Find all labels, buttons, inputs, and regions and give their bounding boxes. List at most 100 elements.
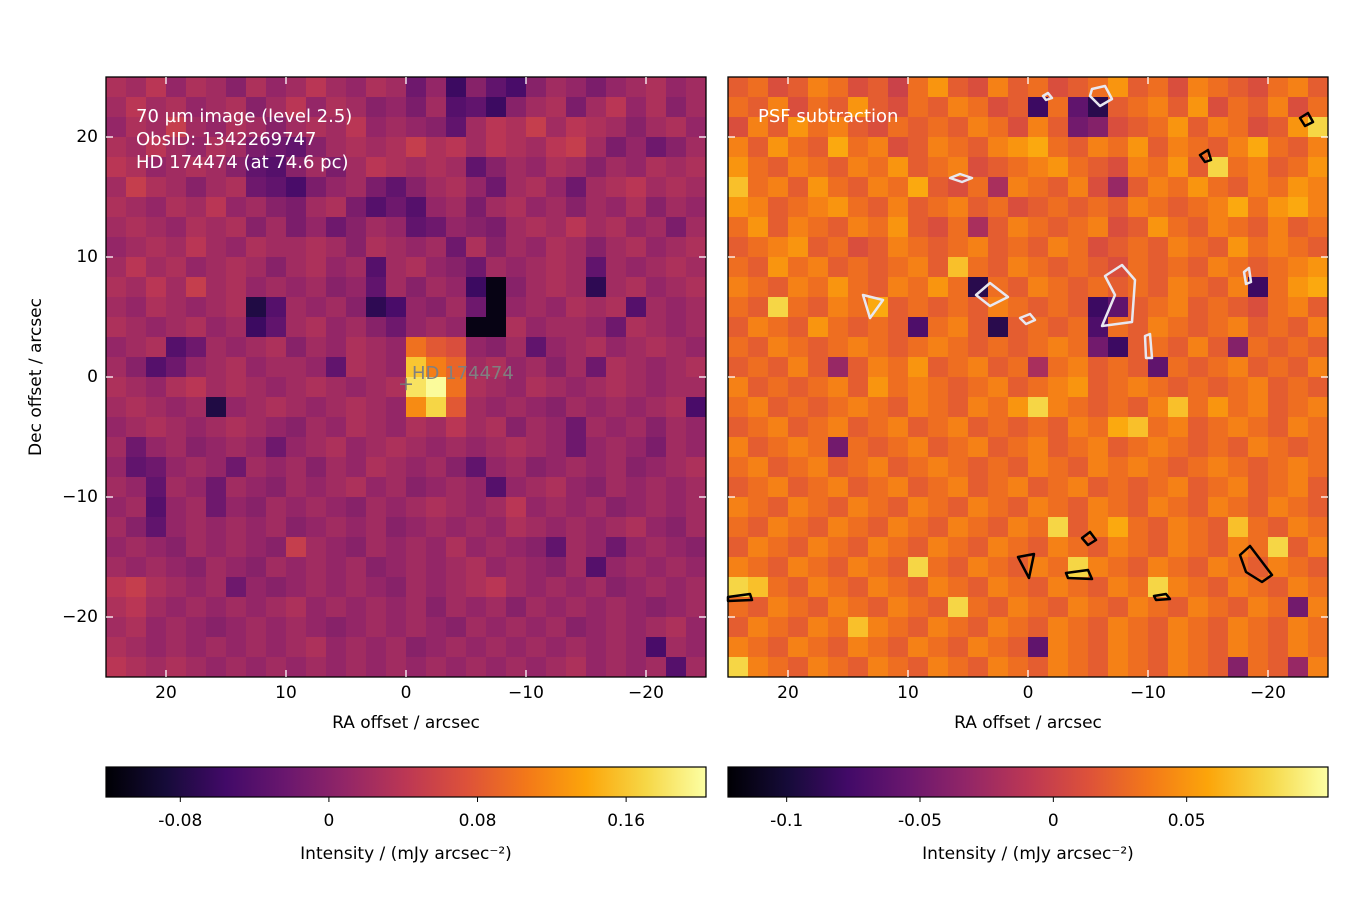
heatmap-cell: [728, 277, 749, 298]
heatmap-cell: [686, 537, 707, 558]
heatmap-cell: [888, 297, 909, 318]
heatmap-cell: [326, 537, 347, 558]
heatmap-cell: [808, 197, 829, 218]
heatmap-cell: [526, 177, 547, 198]
heatmap-cell: [1128, 397, 1149, 418]
heatmap-cell: [1068, 77, 1089, 98]
heatmap-cell: [1248, 617, 1269, 638]
heatmap-cell: [728, 257, 749, 278]
heatmap-cell: [748, 457, 769, 478]
heatmap-cell: [226, 597, 247, 618]
heatmap-cell: [768, 77, 789, 98]
heatmap-cell: [888, 377, 909, 398]
heatmap-cell: [1268, 597, 1289, 618]
heatmap-cell: [186, 377, 207, 398]
heatmap-cell: [106, 337, 127, 358]
heatmap-cell: [206, 457, 227, 478]
heatmap-cell: [868, 77, 889, 98]
heatmap-cell: [1248, 277, 1269, 298]
heatmap-cell: [486, 257, 507, 278]
heatmap-cell: [426, 517, 447, 538]
heatmap-cell: [606, 437, 627, 458]
heatmap-cell: [1048, 417, 1069, 438]
heatmap-cell: [606, 417, 627, 438]
heatmap-cell: [486, 597, 507, 618]
heatmap-cell: [506, 457, 527, 478]
heatmap-cell: [748, 437, 769, 458]
heatmap-cell: [1308, 217, 1329, 238]
heatmap-cell: [1148, 377, 1169, 398]
heatmap-cell: [326, 457, 347, 478]
heatmap-cell: [828, 257, 849, 278]
heatmap-cell: [1008, 257, 1029, 278]
heatmap-cell: [406, 597, 427, 618]
heatmap-cell: [106, 617, 127, 638]
heatmap-cell: [1128, 217, 1149, 238]
heatmap-cell: [1148, 477, 1169, 498]
heatmap-cell: [266, 557, 287, 578]
heatmap-cell: [226, 297, 247, 318]
heatmap-cell: [466, 657, 487, 678]
heatmap-cell: [406, 557, 427, 578]
heatmap-cell: [1288, 257, 1309, 278]
heatmap-cell: [166, 237, 187, 258]
heatmap-cell: [968, 357, 989, 378]
heatmap-cell: [1188, 177, 1209, 198]
heatmap-cell: [406, 377, 427, 398]
heatmap-cell: [466, 137, 487, 158]
heatmap-cell: [266, 317, 287, 338]
heatmap-cell: [246, 217, 267, 238]
heatmap-cell: [266, 297, 287, 318]
heatmap-cell: [1148, 177, 1169, 198]
heatmap-cell: [1248, 137, 1269, 158]
heatmap-cell: [1148, 297, 1169, 318]
heatmap-cell: [828, 277, 849, 298]
heatmap-cell: [286, 277, 307, 298]
heatmap-cell: [828, 297, 849, 318]
heatmap-cell: [286, 377, 307, 398]
heatmap-cell: [1148, 657, 1169, 678]
heatmap-cell: [666, 197, 687, 218]
heatmap-cell: [748, 197, 769, 218]
heatmap-cell: [106, 137, 127, 158]
heatmap-cell: [586, 97, 607, 118]
heatmap-cell: [686, 457, 707, 478]
heatmap-cell: [1128, 177, 1149, 198]
heatmap-cell: [186, 357, 207, 378]
heatmap-cell: [1048, 97, 1069, 118]
heatmap-cell: [466, 337, 487, 358]
heatmap-cell: [1148, 557, 1169, 578]
heatmap-cell: [626, 577, 647, 598]
heatmap-cell: [406, 277, 427, 298]
heatmap-cell: [868, 397, 889, 418]
heatmap-cell: [1188, 117, 1209, 138]
heatmap-cell: [486, 477, 507, 498]
y-tick-label: 20: [76, 127, 98, 147]
heatmap-cell: [748, 77, 769, 98]
heatmap-cell: [1088, 237, 1109, 258]
heatmap-cell: [286, 217, 307, 238]
heatmap-cell: [106, 217, 127, 238]
heatmap-cell: [126, 457, 147, 478]
heatmap-cell: [928, 377, 949, 398]
heatmap-cell: [386, 337, 407, 358]
heatmap-cell: [146, 157, 167, 178]
heatmap-cell: [106, 637, 127, 658]
heatmap-cell: [166, 197, 187, 218]
heatmap-cell: [466, 637, 487, 658]
heatmap-cell: [788, 397, 809, 418]
heatmap-cell: [246, 497, 267, 518]
heatmap-cell: [788, 377, 809, 398]
heatmap-cell: [586, 377, 607, 398]
heatmap-cell: [788, 297, 809, 318]
heatmap-cell: [868, 577, 889, 598]
heatmap-cell: [646, 297, 667, 318]
heatmap-cell: [626, 117, 647, 138]
heatmap-cell: [166, 657, 187, 678]
heatmap-cell: [728, 137, 749, 158]
heatmap-cell: [166, 77, 187, 98]
heatmap-cell: [586, 237, 607, 258]
heatmap-cell: [286, 437, 307, 458]
heatmap-cell: [466, 577, 487, 598]
heatmap-cell: [326, 297, 347, 318]
